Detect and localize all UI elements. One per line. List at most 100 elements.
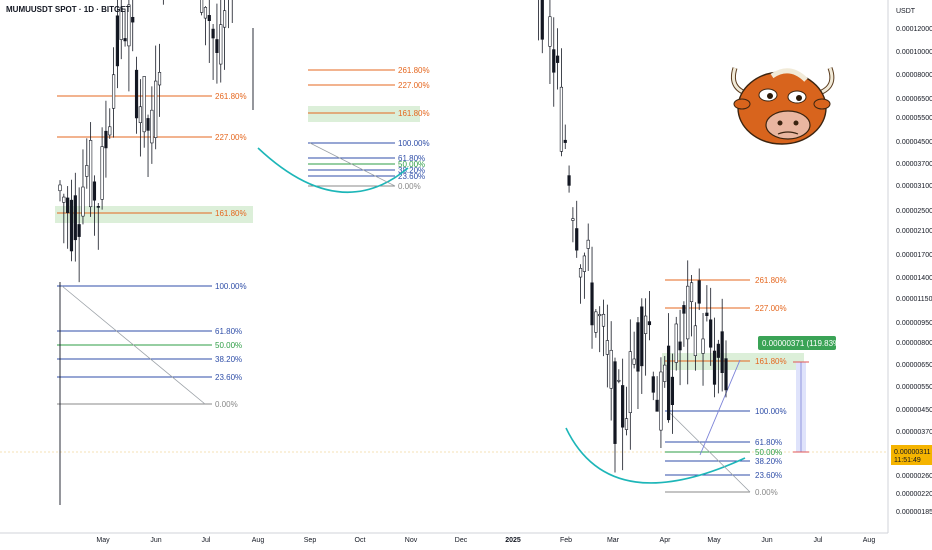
candle-body xyxy=(62,196,66,203)
measure-tool[interactable]: 0.00000371 (119.83%) 371 xyxy=(758,336,859,453)
fib-label: 50.00% xyxy=(755,448,782,457)
price-axis-unit: USDT xyxy=(896,8,916,15)
candle-body xyxy=(540,0,544,40)
bull-pupil-left xyxy=(767,93,773,99)
price-tick-label: 0.00001400 xyxy=(896,275,932,282)
candle-body xyxy=(655,399,659,412)
fib-label: 227.00% xyxy=(215,133,247,142)
time-tick-label: Jun xyxy=(761,537,772,544)
bull-hair xyxy=(770,68,808,82)
candle-body xyxy=(720,331,724,374)
candle-body xyxy=(58,184,62,192)
price-tick-label: 0.00000450 xyxy=(896,407,932,414)
candle-body xyxy=(689,282,694,303)
arc-2025 xyxy=(565,427,746,484)
price-tick-label: 0.00012000 xyxy=(896,26,932,33)
candle-body xyxy=(609,349,613,389)
bull-mascot-logo xyxy=(730,67,835,145)
candle-body xyxy=(203,7,208,19)
candle-body xyxy=(659,371,663,431)
candle-body xyxy=(617,379,621,382)
measure-badge-label: 0.00000371 (119.83%) 371 xyxy=(762,339,859,348)
fib-label: 100.00% xyxy=(755,407,787,416)
price-tick-label: 0.00000950 xyxy=(896,320,932,327)
fib-label: 38.20% xyxy=(755,457,782,466)
zone-2024-autumn xyxy=(308,106,420,122)
measure-badge xyxy=(758,336,836,350)
fib-label: 0.00% xyxy=(755,488,778,497)
candle-body xyxy=(598,314,602,317)
price-tick-label: 0.00003700 xyxy=(896,161,932,168)
candle-body xyxy=(134,69,139,119)
candle-body xyxy=(724,358,728,391)
candle-body xyxy=(555,55,560,63)
candle-body xyxy=(154,80,158,138)
time-tick-label: Jul xyxy=(202,537,211,544)
fib-label: 227.00% xyxy=(755,304,787,313)
fib-label: 161.80% xyxy=(215,209,247,218)
candle-body xyxy=(157,72,162,86)
price-tick-label: 0.00001700 xyxy=(896,252,932,259)
candle-body xyxy=(674,323,678,363)
bull-nostril-right xyxy=(793,120,799,126)
fib-label: 0.00% xyxy=(398,182,421,191)
candle-body xyxy=(77,224,81,237)
rounding-bottom-arcs xyxy=(257,147,746,484)
fib-label: 261.80% xyxy=(755,276,787,285)
candle-body xyxy=(200,0,204,13)
candle-body xyxy=(92,181,97,201)
time-tick-label: Apr xyxy=(660,537,672,544)
time-tick-label: Nov xyxy=(405,537,418,544)
candle-body xyxy=(142,76,146,133)
price-tick-label: 0.00004500 xyxy=(896,139,932,146)
projection-arrow xyxy=(699,359,741,456)
candle-body xyxy=(644,315,648,334)
time-tick-label: Aug xyxy=(252,537,265,544)
candle-body xyxy=(85,165,89,177)
zone-2024-spring xyxy=(55,206,253,223)
price-tick-label: 0.00006500 xyxy=(896,96,932,103)
time-tick-label: Jul xyxy=(814,537,823,544)
time-axis[interactable]: May Jun Jul Aug Sep Oct Nov Dec 2025 Feb Mar Apr May… xyxy=(96,537,875,544)
candle-body xyxy=(601,313,606,327)
fib-label: 38.20% xyxy=(215,355,242,364)
candle-body xyxy=(578,268,583,278)
time-tick-label: Oct xyxy=(355,537,366,544)
trend-diagonals xyxy=(61,142,751,493)
fib-label: 161.80% xyxy=(755,357,787,366)
fib-label: 61.80% xyxy=(755,438,782,447)
candle-body xyxy=(670,376,675,405)
price-tick-label: 0.00000650 xyxy=(896,362,932,369)
price-axis[interactable]: 0.00012000 0.00010000 0.00008000 0.00006500… xyxy=(891,26,932,516)
fib-label: 61.80% xyxy=(215,327,242,336)
candle-body xyxy=(605,340,609,355)
last-price-badge xyxy=(891,445,932,465)
bull-nostril-left xyxy=(777,120,783,126)
candle-body xyxy=(621,385,625,428)
fib-label: 161.80% xyxy=(398,109,430,118)
candle-body xyxy=(552,49,556,73)
candle-body xyxy=(211,28,215,39)
price-tick-label: 0.00000185 xyxy=(896,509,932,516)
candle-body xyxy=(613,361,617,444)
bull-snout xyxy=(765,110,811,140)
candle-body xyxy=(123,38,127,42)
bull-pupil-right xyxy=(796,95,802,101)
price-tick-label: 0.00000800 xyxy=(896,340,932,347)
candle-body xyxy=(686,285,690,340)
candle-body xyxy=(697,280,701,304)
fib-label: 38.20% xyxy=(398,166,425,175)
candle-body xyxy=(716,343,720,358)
fib-label: 50.00% xyxy=(398,160,425,169)
candle-body xyxy=(624,418,629,430)
symbol-title: MUMUUSDT SPOT · 1D · BITGET xyxy=(6,5,131,14)
diagonal-1 xyxy=(61,285,206,405)
candle-body xyxy=(108,126,112,136)
candle-body xyxy=(138,106,142,123)
candle-body xyxy=(73,195,77,241)
fib-label: 100.00% xyxy=(215,282,247,291)
candle-body xyxy=(119,7,123,40)
time-tick-label: May xyxy=(707,537,721,544)
price-tick-label: 0.00000550 xyxy=(896,384,932,391)
